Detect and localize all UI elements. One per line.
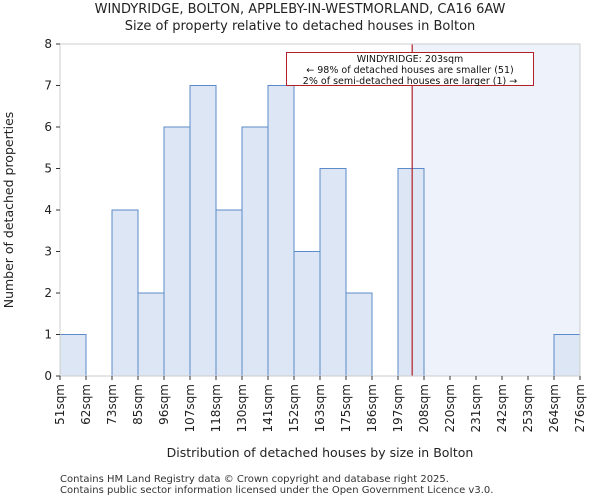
y-tick-label: 5 (44, 162, 52, 176)
x-tick-label: 152sqm (287, 384, 301, 432)
x-tick-label: 276sqm (573, 384, 587, 432)
y-tick-label: 4 (44, 203, 52, 217)
bar-107sqm (189, 85, 217, 377)
bar-152sqm (293, 251, 321, 377)
x-axis-label: Distribution of detached houses by size … (167, 445, 474, 460)
footer-licence: Contains public sector information licen… (60, 485, 494, 496)
footer-copyright: Contains HM Land Registry data © Crown c… (60, 474, 449, 485)
property-annotation-box: WINDYRIDGE: 203sqm ← 98% of detached hou… (286, 52, 534, 87)
x-tick-label: 264sqm (547, 384, 561, 432)
x-tick-label: 118sqm (209, 384, 223, 432)
bar-264sqm (553, 334, 581, 377)
x-tick-label: 96sqm (157, 384, 171, 425)
annotation-line-1: WINDYRIDGE: 203sqm (356, 54, 464, 65)
bar-51sqm (59, 334, 87, 377)
bar-96sqm (163, 126, 191, 377)
bar-130sqm (241, 126, 269, 377)
x-tick-label: 175sqm (339, 384, 353, 432)
x-tick-label: 220sqm (443, 384, 457, 432)
x-tick-label: 130sqm (235, 384, 249, 432)
bar-85sqm (137, 292, 165, 377)
x-tick-label: 85sqm (131, 384, 145, 425)
x-tick-label: 197sqm (391, 384, 405, 432)
chart-title: WINDYRIDGE, BOLTON, APPLEBY-IN-WESTMORLA… (94, 2, 506, 17)
bar-73sqm (111, 209, 139, 377)
x-tick-label: 107sqm (183, 384, 197, 432)
x-tick-label: 208sqm (417, 384, 431, 432)
annotation-line-2: ← 98% of detached houses are smaller (51… (306, 65, 514, 76)
x-tick-label: 253sqm (521, 384, 535, 432)
x-tick-label: 73sqm (105, 384, 119, 425)
x-tick-label: 141sqm (261, 384, 275, 432)
highlight-region (412, 44, 580, 376)
bar-197sqm (397, 168, 425, 377)
bar-175sqm (345, 292, 373, 377)
y-tick-label: 7 (44, 79, 52, 93)
chart-subtitle: Size of property relative to detached ho… (124, 19, 476, 34)
x-tick-label: 51sqm (53, 384, 67, 425)
bar-141sqm (267, 85, 295, 377)
annotation-line-3: 2% of semi-detached houses are larger (1… (302, 76, 518, 87)
x-tick-label: 231sqm (469, 384, 483, 432)
y-tick-label: 2 (44, 286, 52, 300)
y-tick-label: 1 (44, 328, 52, 342)
x-tick-label: 186sqm (365, 384, 379, 432)
y-tick-label: 8 (44, 37, 52, 51)
x-tick-label: 163sqm (313, 384, 327, 432)
bar-163sqm (319, 168, 347, 377)
y-axis-label: Number of detached properties (1, 112, 16, 309)
y-tick-label: 3 (44, 245, 52, 259)
y-tick-label: 6 (44, 120, 52, 134)
y-tick-label: 0 (44, 369, 52, 383)
bar-118sqm (215, 209, 243, 377)
x-tick-label: 62sqm (79, 384, 93, 425)
x-tick-label: 242sqm (495, 384, 509, 432)
